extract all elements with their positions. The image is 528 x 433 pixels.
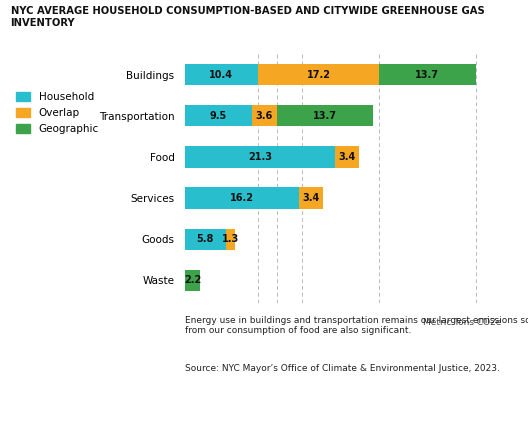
Legend: Household, Overlap, Geographic: Household, Overlap, Geographic <box>16 92 99 134</box>
Text: 16.2: 16.2 <box>230 193 254 203</box>
Bar <box>185 105 252 126</box>
Text: 17.2: 17.2 <box>307 70 331 80</box>
Text: 10.4: 10.4 <box>210 70 233 80</box>
Bar <box>299 187 323 209</box>
Bar <box>185 64 258 85</box>
Text: 3.4: 3.4 <box>302 193 319 203</box>
Text: 3.4: 3.4 <box>338 152 355 162</box>
Text: NYC AVERAGE HOUSEHOLD CONSUMPTION-BASED AND CITYWIDE GREENHOUSE GAS INVENTORY: NYC AVERAGE HOUSEHOLD CONSUMPTION-BASED … <box>11 6 484 28</box>
Text: Energy use in buildings and transportation remains our largest emissions source,: Energy use in buildings and transportati… <box>185 316 528 336</box>
Text: Metric Tons CO2e: Metric Tons CO2e <box>423 317 502 326</box>
Bar <box>185 270 200 291</box>
Bar <box>252 105 277 126</box>
Text: 21.3: 21.3 <box>248 152 272 162</box>
Text: 2.2: 2.2 <box>184 275 201 285</box>
Text: 1.3: 1.3 <box>222 234 239 244</box>
Text: 9.5: 9.5 <box>210 111 227 121</box>
Text: 5.8: 5.8 <box>196 234 214 244</box>
Text: 13.7: 13.7 <box>313 111 337 121</box>
Bar <box>225 229 235 250</box>
Bar <box>185 146 335 168</box>
Bar <box>277 105 373 126</box>
Text: 3.6: 3.6 <box>256 111 273 121</box>
Bar <box>185 229 225 250</box>
Bar <box>185 187 299 209</box>
Text: 13.7: 13.7 <box>416 70 439 80</box>
Text: Source: NYC Mayor’s Office of Climate & Environmental Justice, 2023.: Source: NYC Mayor’s Office of Climate & … <box>185 364 499 373</box>
Bar <box>335 146 359 168</box>
Bar <box>258 64 379 85</box>
Bar <box>379 64 476 85</box>
